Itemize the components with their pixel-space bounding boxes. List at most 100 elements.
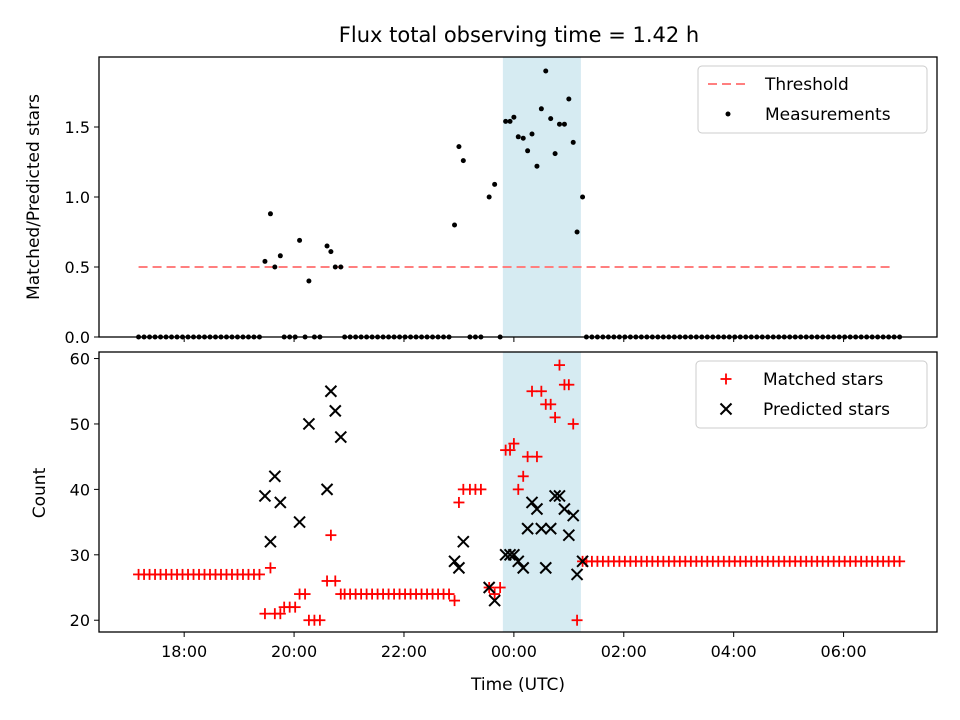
ratio-legend: Threshold Measurements xyxy=(697,65,928,134)
predicted-star-point xyxy=(517,561,530,575)
legend-plus-marker xyxy=(720,373,732,385)
measurement-point xyxy=(460,158,466,164)
legend-threshold-label: Threshold xyxy=(764,75,849,95)
count-legend: Matched stars Predicted stars xyxy=(695,360,928,429)
matched-star-point xyxy=(571,614,583,626)
predicted-star-point xyxy=(264,535,277,548)
measurement-point xyxy=(306,278,312,284)
count-x-tick-label: 06:00 xyxy=(821,642,867,661)
predicted-star-point xyxy=(521,522,534,535)
count-x-tick-label: 18:00 xyxy=(161,642,207,661)
measurement-point xyxy=(556,121,562,127)
measurement-point xyxy=(503,118,509,124)
matched-star-point xyxy=(517,470,529,482)
predicted-star-point xyxy=(525,496,539,509)
legend-predicted-swatch xyxy=(719,402,733,416)
matched-star-point xyxy=(563,379,575,391)
legend-matched-label: Matched stars xyxy=(763,370,883,390)
measurement-point xyxy=(538,106,544,112)
ratio-y-tick-label: 1.5 xyxy=(65,118,90,137)
predicted-star-point xyxy=(320,483,334,496)
predicted-star-point xyxy=(567,509,580,522)
count-y-tick-label: 60 xyxy=(70,350,90,369)
predicted-star-point xyxy=(503,548,517,562)
measurement-point xyxy=(511,114,517,120)
matched-star-point xyxy=(253,568,265,580)
count-x-tick-label: 22:00 xyxy=(381,642,427,661)
x-axis-label: Time (UTC) xyxy=(470,675,565,695)
measurement-point xyxy=(525,148,531,154)
measurement-point xyxy=(529,131,535,137)
matched-star-point xyxy=(531,451,543,463)
count-panel: 20 30 40 50 60 18:00 20:00 22:00 00:00 02:00 04:0… xyxy=(30,350,938,695)
predicted-star-point xyxy=(530,502,544,516)
measurement-point xyxy=(552,151,558,157)
count-y-axis-label: Count xyxy=(30,467,50,518)
matched-star-point xyxy=(325,529,337,541)
measurement-point xyxy=(486,194,492,200)
predicted-star-point xyxy=(544,522,557,535)
measurement-point xyxy=(561,121,567,127)
matched-star-point xyxy=(508,438,520,450)
predicted-star-point xyxy=(452,561,466,575)
matched-star-point xyxy=(545,398,557,410)
matched-star-point xyxy=(475,483,487,495)
measurement-point xyxy=(456,144,462,150)
measurement-point xyxy=(543,68,549,74)
legend-predicted-label: Predicted stars xyxy=(763,400,890,420)
measurement-point xyxy=(507,118,513,124)
predicted-star-point xyxy=(482,581,496,594)
matched-star-point xyxy=(535,385,547,397)
count-x-tick-label: 20:00 xyxy=(271,642,317,661)
predicted-star-point xyxy=(576,555,589,568)
count-y-tick-label: 50 xyxy=(70,415,90,434)
measurement-point xyxy=(580,194,586,200)
predicted-star-point xyxy=(570,568,584,581)
predicted-star-point xyxy=(535,522,548,535)
measurement-point xyxy=(520,135,526,141)
ratio-axes-frame xyxy=(98,56,938,338)
chart-title: Flux total observing time = 1.42 h xyxy=(339,23,699,47)
matched-star-point xyxy=(259,608,271,620)
matched-star-point xyxy=(299,588,311,600)
predicted-star-point xyxy=(324,385,338,398)
predicted-star-point xyxy=(558,502,571,516)
measurement-point xyxy=(328,249,334,255)
ratio-highlight-span xyxy=(502,57,581,337)
measurement-point xyxy=(277,253,283,259)
predicted-star-point xyxy=(293,515,306,529)
count-x-ticks: 18:00 20:00 22:00 00:00 02:00 04:00 06:00 xyxy=(161,632,867,661)
matched-star-point xyxy=(504,444,516,456)
predicted-star-point xyxy=(258,489,272,503)
legend-matched-swatch xyxy=(720,373,732,385)
measurement-point xyxy=(574,229,580,235)
measurement-point xyxy=(297,237,303,243)
predicted-star-point xyxy=(448,555,461,568)
matched-star-point xyxy=(274,608,286,620)
predicted-star-point xyxy=(562,528,576,542)
predicted-star-point xyxy=(457,535,470,548)
predicted-star-point xyxy=(268,470,282,483)
count-legend-box xyxy=(695,360,928,429)
matched-star-point xyxy=(549,411,561,423)
count-x-tick-label: 02:00 xyxy=(601,642,647,661)
count-y-tick-label: 40 xyxy=(70,480,90,499)
matched-star-point xyxy=(526,385,538,397)
matched-star-point xyxy=(894,555,906,567)
ratio-y-axis-label: Matched/Predicted stars xyxy=(24,94,44,300)
ratio-legend-box xyxy=(697,65,928,134)
measurement-point xyxy=(492,181,498,187)
measurement-point xyxy=(515,134,521,140)
predicted-star-point xyxy=(548,489,562,503)
matched-star-point xyxy=(567,418,579,430)
ratio-y-tick-label: 0.5 xyxy=(65,258,90,277)
predicted-star-point xyxy=(329,404,342,418)
predicted-star-point xyxy=(553,489,566,503)
count-y-tick-label: 20 xyxy=(70,611,90,630)
predicted-star-point xyxy=(512,555,525,568)
measurement-point xyxy=(262,258,268,264)
measurement-point xyxy=(566,96,572,102)
count-axes-frame xyxy=(98,351,938,633)
predicted-star-point xyxy=(274,496,287,509)
